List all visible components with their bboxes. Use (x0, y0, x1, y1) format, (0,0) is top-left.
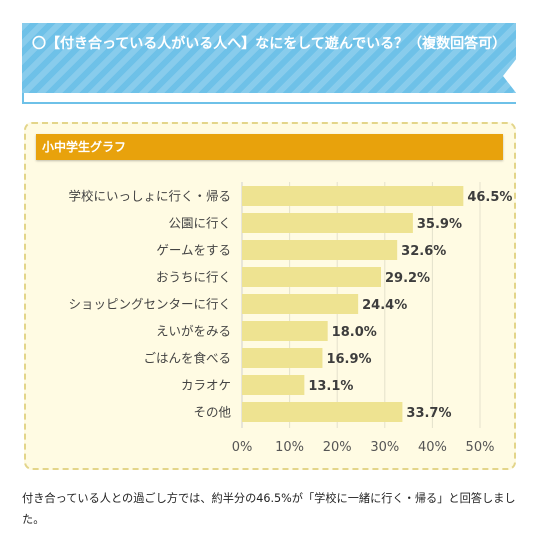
bar (242, 294, 359, 314)
category-label: えいがをみる (156, 324, 231, 339)
category-label: ゲームをする (156, 243, 231, 258)
bar (242, 321, 328, 341)
category-label: ショッピングセンターに行く (68, 297, 231, 312)
data-label: 16.9% (326, 352, 371, 367)
category-label: ごはんを食べる (143, 351, 231, 366)
banner-notch (503, 58, 517, 94)
bar (242, 240, 398, 260)
data-label: 46.5% (467, 190, 512, 205)
data-label: 13.1% (308, 379, 353, 394)
category-label: その他 (193, 405, 231, 420)
chart-panel-header: 小中学生グラフ (36, 134, 503, 160)
caption-text: 付き合っている人との過ごし方では、約半分の46.5%が「学校に一緒に行く・帰る」… (22, 492, 516, 526)
data-label: 32.6% (401, 244, 446, 259)
x-tick-label: 40% (418, 440, 447, 455)
x-tick-label: 10% (275, 440, 304, 455)
data-label: 33.7% (406, 406, 451, 421)
data-label: 35.9% (417, 217, 462, 232)
banner-underline (22, 93, 516, 104)
page-title: 〇【付き合っている人がいる人へ】なにをして遊んでいる？（複数回答可） (32, 36, 507, 52)
title-banner: 〇【付き合っている人がいる人へ】なにをして遊んでいる？（複数回答可） (22, 23, 517, 94)
category-label: カラオケ (181, 378, 231, 393)
data-label: 24.4% (362, 298, 407, 313)
bar (242, 348, 323, 368)
bar (242, 186, 464, 206)
x-tick-label: 30% (370, 440, 399, 455)
category-label: 公園に行く (168, 216, 231, 231)
data-label: 29.2% (385, 271, 430, 286)
x-tick-label: 20% (323, 440, 352, 455)
bar (242, 402, 403, 422)
bar (242, 213, 413, 233)
data-label: 18.0% (332, 325, 377, 340)
category-label: 学校にいっしょに行く・帰る (68, 189, 231, 204)
x-tick-label: 0% (232, 440, 253, 455)
x-tick-label: 50% (466, 440, 495, 455)
bar (242, 375, 305, 395)
bar (242, 267, 381, 287)
category-label: おうちに行く (156, 270, 231, 285)
